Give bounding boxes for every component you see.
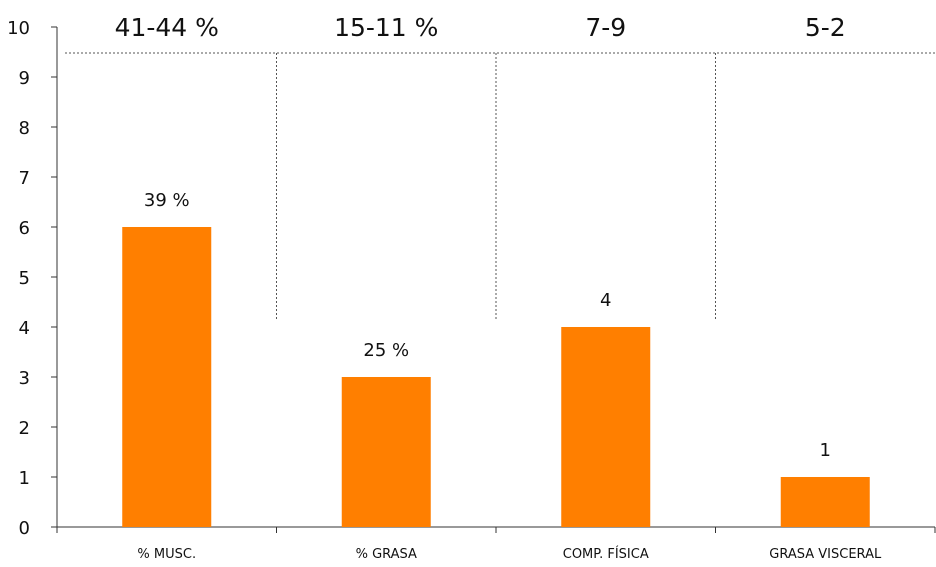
y-tick-label: 4 [19,318,30,339]
y-tick-label: 9 [19,68,30,89]
bar [780,477,870,527]
category-label: % MUSC. [137,547,196,562]
y-tick-label: 5 [19,268,30,289]
y-tick-label: 2 [19,418,30,439]
y-tick-label: 0 [19,518,30,539]
category-label: % GRASA [356,547,417,562]
category-label: GRASA VISCERAL [769,547,882,562]
y-tick-label: 3 [19,368,30,389]
data-label: 39 % [144,190,190,211]
category-label: COMP. FÍSICA [563,546,649,562]
reference-range-label: 15-11 % [334,13,438,42]
data-label: 25 % [363,340,409,361]
reference-range-label: 5-2 [805,13,846,42]
y-tick-label: 6 [19,218,30,239]
y-tick-label: 7 [19,168,30,189]
data-label: 1 [820,440,831,461]
reference-range-labels: 41-44 % 15-11 % 7-9 5-2 [115,13,846,42]
bar [122,227,212,527]
bar [341,377,431,527]
y-tick-label: 10 [7,18,30,39]
bar [561,327,651,527]
data-labels: 39 % 25 % 4 1 [144,190,831,461]
category-labels: % MUSC. % GRASA COMP. FÍSICA GRASA VISCERAL [137,546,882,562]
reference-range-label: 7-9 [585,13,626,42]
bars [122,227,870,527]
reference-range-label: 41-44 % [115,13,219,42]
y-tick-label: 8 [19,118,30,139]
y-tick-label: 1 [19,468,30,489]
y-tick-labels: 0 1 2 3 4 5 6 7 8 9 10 [7,18,30,539]
reference-lines [65,52,935,320]
data-label: 4 [600,290,611,311]
